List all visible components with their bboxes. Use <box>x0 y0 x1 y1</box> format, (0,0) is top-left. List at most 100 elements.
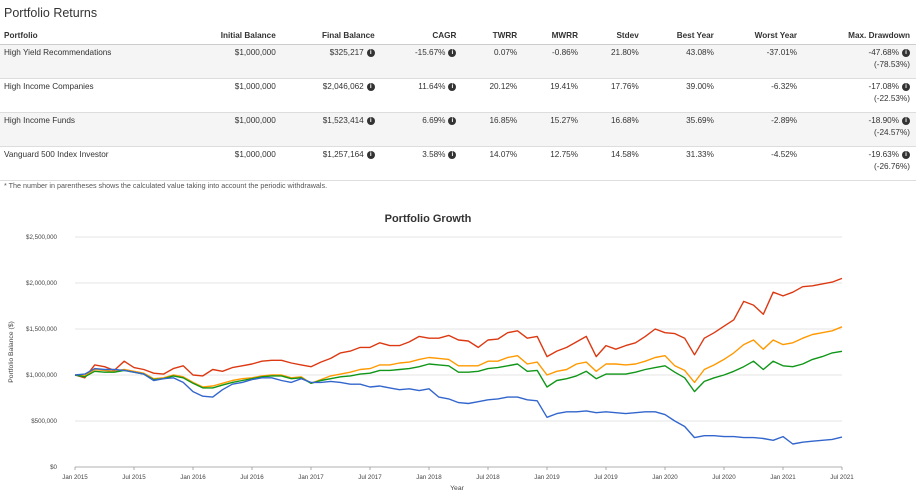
series-line-3 <box>74 350 843 393</box>
info-circle-icon[interactable]: i <box>448 82 457 91</box>
info-circle-icon[interactable]: i <box>366 150 375 159</box>
info-circle-icon[interactable]: i <box>448 48 457 57</box>
stdev-value: 17.76% <box>583 78 645 113</box>
footnote: * The number in parentheses shows the ca… <box>4 181 328 190</box>
header-max-drawdown[interactable]: Max. Drawdown <box>803 26 916 45</box>
y-tick-label: $2,000,000 <box>26 280 58 287</box>
info-circle-icon[interactable]: i <box>448 150 457 159</box>
section-title: Portfolio Returns <box>4 6 98 20</box>
worst-year-value: -6.32% <box>719 78 804 113</box>
info-circle-icon[interactable]: i <box>366 48 375 57</box>
info-circle-icon[interactable]: i <box>902 82 910 91</box>
portfolio-name: High Yield Recommendations <box>0 44 180 79</box>
max-drawdown-withdrawals: (-78.53%) <box>874 60 910 69</box>
x-axis-label: Year <box>450 485 464 492</box>
header-cagr[interactable]: CAGR <box>380 26 463 45</box>
x-tick-label: Jan 2018 <box>416 474 442 481</box>
header-mwrr[interactable]: MWRR <box>523 26 584 45</box>
portfolio-name: Vanguard 500 Index Investor <box>0 146 180 181</box>
table-row: Vanguard 500 Index Investor $1,000,000 $… <box>0 146 916 181</box>
stdev-value: 21.80% <box>583 44 645 79</box>
initial-balance: $1,000,000 <box>179 78 282 113</box>
best-year-value: 43.08% <box>644 44 720 79</box>
stdev-value: 16.68% <box>583 112 645 147</box>
returns-table: Portfolio Initial Balance Final Balance … <box>0 26 916 181</box>
x-tick-label: Jul 2017 <box>358 474 382 481</box>
mwrr-value: -0.86% <box>523 44 584 79</box>
worst-year-value: -37.01% <box>719 44 804 79</box>
x-tick-label: Jan 2016 <box>180 474 206 481</box>
x-tick-label: Jan 2019 <box>534 474 560 481</box>
info-circle-icon[interactable]: i <box>902 150 910 159</box>
twrr-value: 14.07% <box>462 146 524 181</box>
x-tick-label: Jul 2021 <box>830 474 854 481</box>
portfolio-growth-chart: Portfolio Growth Portfolio Balance ($) Y… <box>8 213 854 492</box>
final-balance: $325,217 <box>329 48 364 57</box>
y-tick-label: $1,500,000 <box>26 326 58 333</box>
mwrr-value: 15.27% <box>523 112 584 147</box>
max-drawdown-value: -47.68% <box>868 48 900 57</box>
x-tick-label: Jul 2020 <box>712 474 736 481</box>
max-drawdown-value: -19.63% <box>868 150 900 159</box>
x-tick-label: Jul 2016 <box>240 474 264 481</box>
table-row: High Income Companies $1,000,000 $2,046,… <box>0 78 916 113</box>
y-tick-label: $0 <box>50 464 57 471</box>
header-twrr[interactable]: TWRR <box>462 26 524 45</box>
max-drawdown-value: -17.08% <box>868 82 900 91</box>
cagr-value: 6.69% <box>422 116 446 125</box>
y-axis-label: Portfolio Balance ($) <box>8 321 15 383</box>
info-circle-icon[interactable]: i <box>902 48 910 57</box>
mwrr-value: 12.75% <box>523 146 584 181</box>
portfolio-name: High Income Companies <box>0 78 180 113</box>
y-tick-label: $2,500,000 <box>26 234 58 241</box>
best-year-value: 31.33% <box>644 146 720 181</box>
cagr-value: 3.58% <box>422 150 446 159</box>
max-drawdown-withdrawals: (-22.53%) <box>874 94 910 103</box>
table-row: High Income Funds $1,000,000 $1,523,414 i… <box>0 112 916 147</box>
cagr-value: 11.64% <box>418 82 446 91</box>
twrr-value: 20.12% <box>462 78 524 113</box>
info-circle-icon[interactable]: i <box>902 116 910 125</box>
info-circle-icon[interactable]: i <box>366 116 375 125</box>
final-balance: $2,046,062 <box>322 82 364 91</box>
y-tick-label: $500,000 <box>31 418 57 425</box>
chart-title: Portfolio Growth <box>385 213 472 225</box>
info-circle-icon[interactable]: i <box>448 116 457 125</box>
max-drawdown-withdrawals: (-24.57%) <box>874 128 910 137</box>
table-row: High Yield Recommendations $1,000,000 $3… <box>0 44 916 79</box>
twrr-value: 16.85% <box>462 112 524 147</box>
initial-balance: $1,000,000 <box>179 44 282 79</box>
x-tick-label: Jan 2020 <box>652 474 678 481</box>
max-drawdown-value: -18.90% <box>868 116 900 125</box>
best-year-value: 39.00% <box>644 78 720 113</box>
max-drawdown-withdrawals: (-26.76%) <box>874 162 910 171</box>
initial-balance: $1,000,000 <box>179 146 282 181</box>
x-tick-label: Jul 2018 <box>476 474 500 481</box>
series-line-4 <box>74 367 843 445</box>
series-line-2 <box>74 326 843 388</box>
x-tick-label: Jan 2015 <box>62 474 88 481</box>
worst-year-value: -4.52% <box>719 146 804 181</box>
info-circle-icon[interactable]: i <box>366 82 375 91</box>
table-header-row: Portfolio Initial Balance Final Balance … <box>0 26 916 45</box>
header-initial-balance[interactable]: Initial Balance <box>179 26 282 45</box>
x-tick-label: Jan 2017 <box>298 474 324 481</box>
stdev-value: 14.58% <box>583 146 645 181</box>
final-balance: $1,523,414 <box>322 116 364 125</box>
x-tick-label: Jul 2019 <box>594 474 618 481</box>
final-balance: $1,257,164 <box>322 150 364 159</box>
twrr-value: 0.07% <box>462 44 524 79</box>
header-portfolio[interactable]: Portfolio <box>0 26 180 45</box>
series-line-1 <box>74 277 843 379</box>
portfolio-name: High Income Funds <box>0 112 180 147</box>
cagr-value: -15.67% <box>414 48 446 57</box>
header-best-year[interactable]: Best Year <box>644 26 720 45</box>
x-tick-label: Jan 2021 <box>770 474 796 481</box>
header-final-balance[interactable]: Final Balance <box>281 26 381 45</box>
worst-year-value: -2.89% <box>719 112 804 147</box>
header-worst-year[interactable]: Worst Year <box>719 26 804 45</box>
mwrr-value: 19.41% <box>523 78 584 113</box>
initial-balance: $1,000,000 <box>179 112 282 147</box>
y-tick-label: $1,000,000 <box>26 372 58 379</box>
header-stdev[interactable]: Stdev <box>583 26 645 45</box>
